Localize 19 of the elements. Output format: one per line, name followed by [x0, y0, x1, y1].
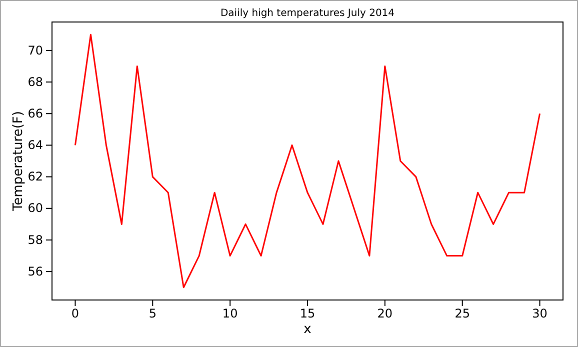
line-series	[74, 34, 541, 288]
x-tick-label: 0	[71, 306, 80, 321]
chart-title: Daiily high temperatures July 2014	[220, 8, 395, 19]
y-axis-title: Temperature(F)	[11, 111, 26, 212]
y-tick-label: 64	[28, 138, 43, 152]
x-tick-label: 15	[300, 306, 316, 321]
y-tick-label: 66	[28, 106, 43, 120]
y-tick-label: 62	[28, 170, 43, 184]
x-tick-label: 20	[377, 306, 393, 321]
x-axis-title: x	[304, 322, 312, 337]
y-tick-label: 60	[28, 201, 43, 216]
x-tick-label: 25	[454, 306, 470, 321]
y-tick-label: 56	[28, 264, 43, 278]
x-tick-label: 5	[148, 306, 156, 321]
y-tick-label: 70	[28, 43, 43, 58]
x-tick-label: 30	[532, 306, 548, 321]
x-tick-label: 10	[222, 306, 238, 321]
y-tick-label: 68	[28, 74, 43, 89]
y-tick-label: 58	[28, 232, 43, 247]
